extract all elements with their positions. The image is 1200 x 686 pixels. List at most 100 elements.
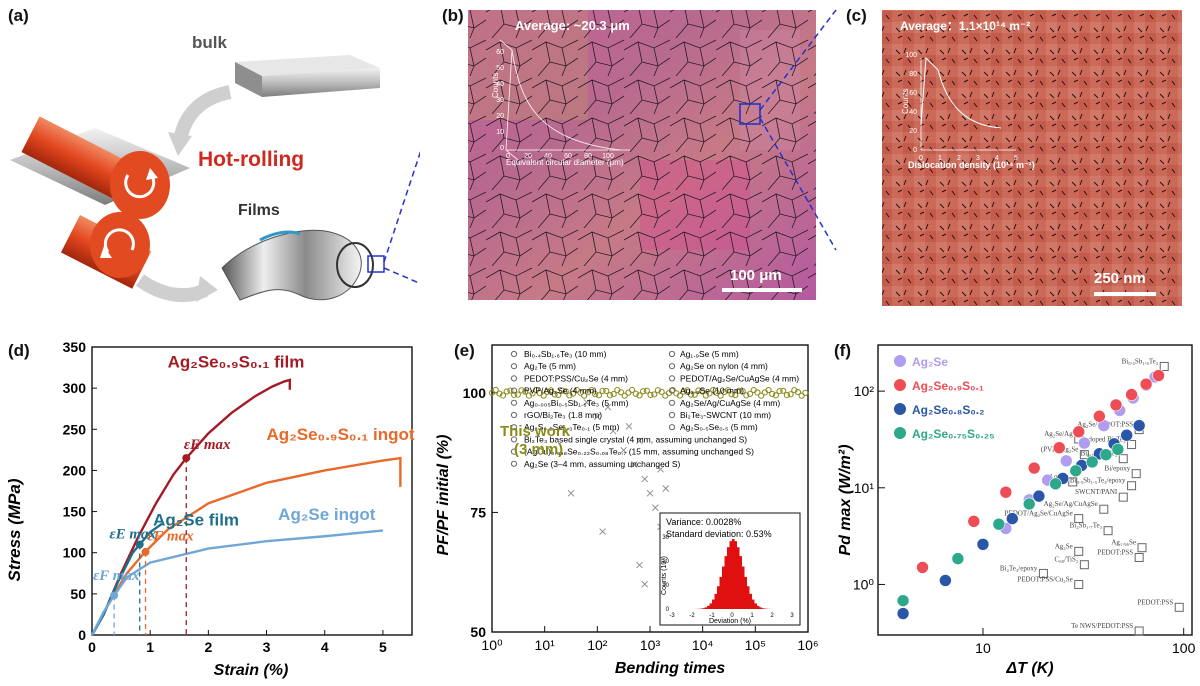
literature-point	[626, 423, 632, 429]
inset-x-tick: 0	[919, 155, 923, 162]
y-tick-label: 10⁰	[853, 576, 875, 592]
literature-point	[1100, 505, 1108, 513]
legend-entry: Bi₀.₄Sb₁.₆Te₃ (10 mm)	[524, 349, 607, 359]
legend-entry: Ag₁.₉Se (5 mm)	[680, 349, 739, 359]
average-density-label: Average：1.1×10¹⁴ m⁻²	[900, 19, 1030, 33]
x-tick-label: 2	[204, 639, 212, 655]
series-point	[1093, 410, 1105, 422]
series-point	[1050, 478, 1062, 490]
histogram-bar	[740, 556, 743, 609]
inset-x-tick: -2	[689, 613, 695, 619]
series-point	[1078, 437, 1090, 449]
max-strain-point	[182, 454, 190, 462]
this-work-point	[803, 390, 808, 395]
x-axis-label: Strain (%)	[214, 662, 289, 679]
legend-entry: PEDOT/Ag₂Se/CuAgSe (4 mm)	[680, 373, 799, 383]
literature-point	[600, 529, 606, 535]
literature-label: Bi/epoxy	[1105, 465, 1131, 473]
hot-rolling-label: Hot-rolling	[198, 148, 304, 171]
histogram-bar	[715, 594, 718, 609]
y-tick-label: 75	[470, 504, 486, 520]
y-tick-label: 300	[63, 380, 87, 396]
legend-entry: rGO/Bi₂Te₃ (1.8 mm)	[524, 410, 602, 420]
series-point	[968, 515, 980, 527]
literature-label: PEDOT:PSS	[1097, 549, 1133, 557]
x-tick-label: 0	[88, 639, 96, 655]
literature-point	[642, 476, 648, 482]
y-tick-label: 100	[463, 385, 487, 401]
literature-point	[568, 490, 574, 496]
literature-label: Ag₂Se/Ag	[1044, 430, 1073, 438]
x-tick-label: 5	[379, 639, 387, 655]
y-tick-label: 10¹	[854, 480, 875, 496]
panel-b: (b) 100 μm Average: ~20.3 μm Counts Equi…	[440, 0, 880, 325]
arrow-right-icon	[140, 280, 205, 295]
histogram-bar	[737, 547, 740, 609]
inset-y-tick: 100	[905, 52, 917, 59]
x-tick-label: 10⁴	[692, 637, 714, 653]
histogram-bar	[727, 547, 730, 609]
literature-point	[1132, 470, 1140, 478]
inset-std: Standard deviation: 0.53%	[666, 529, 772, 539]
films-label: Films	[238, 202, 280, 219]
legend-entry: PEDOT:PSS/Cu₂Se (4 mm)	[524, 373, 628, 383]
legend-entry: Bi₂Te₃-SWCNT (10 mm)	[680, 410, 771, 420]
legend-marker	[894, 355, 906, 367]
series-label: Ag₂Se₀.₉S₀.₁ film	[168, 353, 305, 372]
literature-point	[1075, 547, 1083, 555]
legend-entry: Ag₂.₃Se (10 mm)	[680, 386, 744, 396]
inset-x-tick: 3	[976, 155, 980, 162]
inset-x-tick: 40	[544, 153, 552, 160]
y-tick-label: 100	[63, 545, 87, 561]
x-tick-label: 10⁶	[797, 637, 818, 653]
inset-x-tick: 4	[995, 155, 999, 162]
inset-y-tick: 30	[662, 535, 669, 541]
y-axis-label: Stress (MPa)	[5, 478, 24, 581]
legend-marker	[669, 400, 674, 405]
inset-variance: Variance: 0.0028%	[666, 517, 741, 527]
x-tick-label: 10¹	[535, 637, 556, 653]
series-point	[1006, 513, 1018, 525]
this-work-label: (3 mm)	[514, 441, 563, 458]
literature-point	[663, 486, 669, 492]
inset-x-tick: 0	[506, 153, 510, 160]
x-tick-label: 10⁵	[745, 637, 766, 653]
series-point	[897, 595, 909, 607]
inset-y-tick: 30	[496, 97, 504, 104]
legend-marker	[511, 412, 516, 417]
series-point	[1153, 370, 1165, 382]
inset-y-tick: 60	[496, 49, 504, 56]
inset-y-tick: 20	[909, 128, 917, 135]
average-grain-label: Average: ~20.3 μm	[515, 18, 630, 33]
x-tick-label: 10³	[640, 637, 661, 653]
inset-x-tick: 2	[957, 155, 961, 162]
literature-label: PEDOT:PSS	[1137, 598, 1173, 606]
histogram-bar	[752, 600, 755, 609]
literature-point	[1119, 493, 1127, 501]
y-axis-label: Pd max (W/m²)	[837, 444, 854, 555]
series-label: Ag₂Se film	[153, 511, 239, 530]
panel-label-a: (a)	[8, 6, 29, 26]
series-point	[1126, 389, 1138, 401]
literature-point	[642, 581, 648, 587]
x-tick-label: 4	[321, 639, 329, 655]
film-roll	[222, 230, 373, 300]
histogram-bar	[707, 606, 710, 609]
inset-x-tick: 60	[564, 153, 572, 160]
dislocation-map: 250 nm Average：1.1×10¹⁴ m⁻² Counts Dislo…	[826, 0, 1200, 325]
histogram-bar	[750, 594, 753, 609]
panel-c: (c) 250 nm Average：1.1×10¹⁴ m⁻² Counts D…	[826, 0, 1200, 325]
x-tick-label: 10	[975, 640, 991, 656]
inset-x-tick: -3	[669, 613, 675, 619]
series-point	[1000, 486, 1012, 498]
inset-y-tick: 50	[496, 65, 504, 72]
literature-label: Bi₂Te₃/epoxy	[1000, 564, 1038, 572]
histogram-bar	[757, 606, 760, 609]
x-tick-label: 3	[263, 639, 271, 655]
histogram-bar	[705, 607, 708, 609]
y-tick-label: 250	[63, 421, 87, 437]
